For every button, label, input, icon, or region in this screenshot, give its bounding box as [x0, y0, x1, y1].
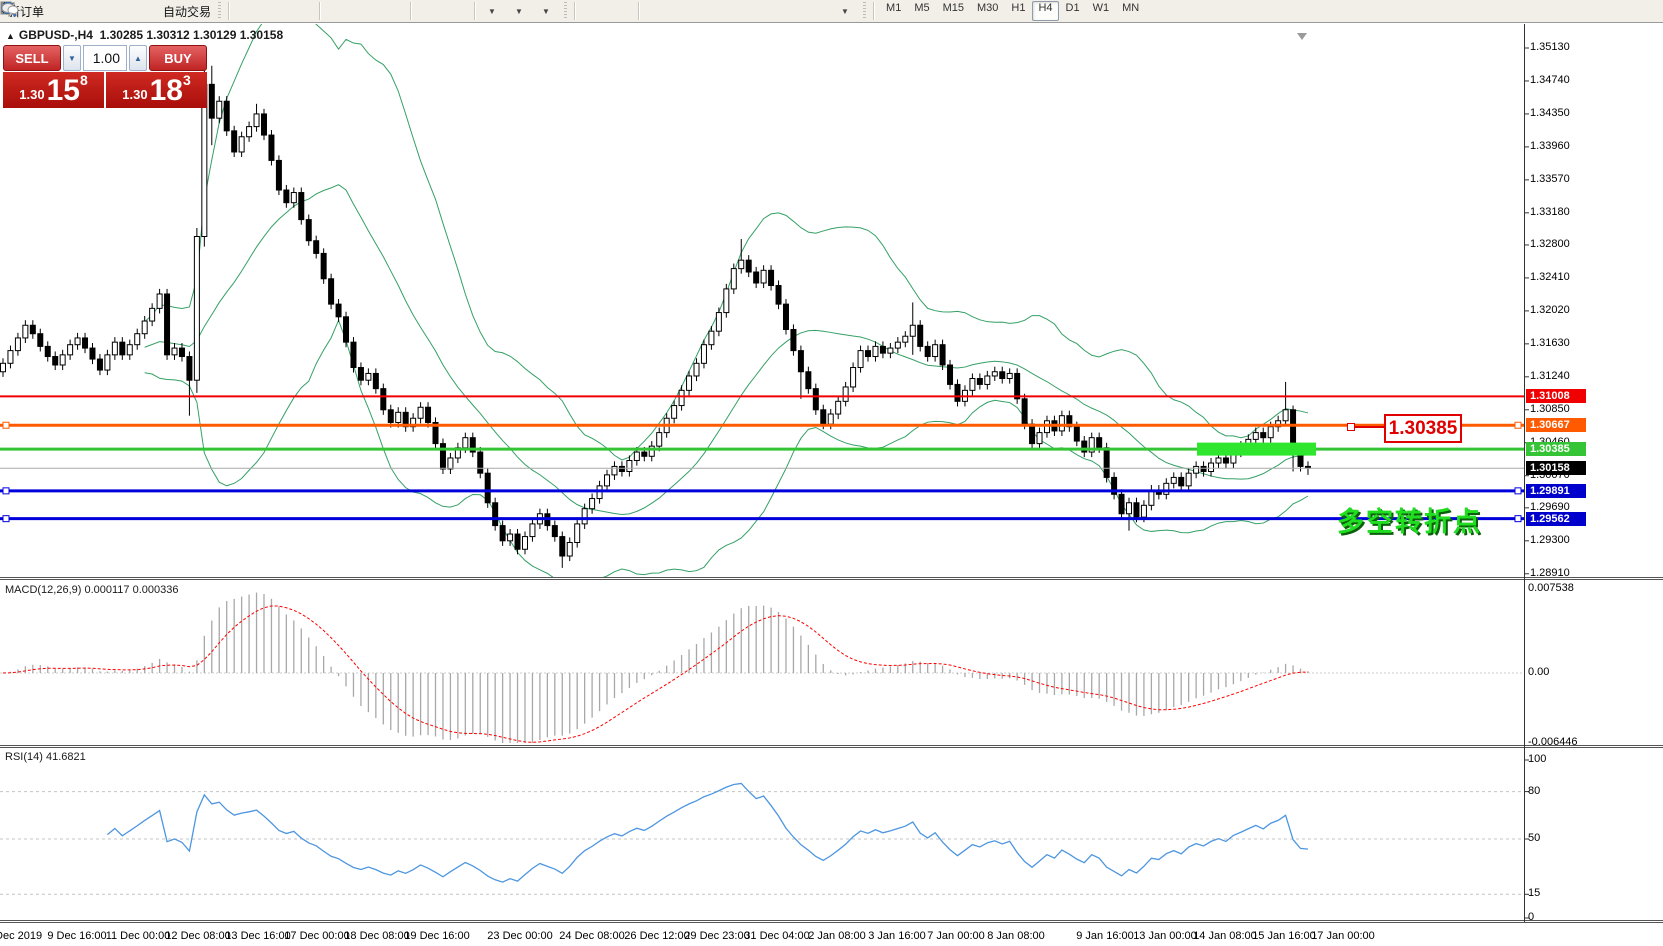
price-axis-badge: 1.30667 [1526, 418, 1586, 433]
rsi-axis-label: 15 [1528, 887, 1541, 900]
time-axis-label: 8 Jan 08:00 [987, 930, 1045, 942]
time-axis-label: 29 Dec 23:00 [684, 930, 750, 942]
time-axis-label: 23 Dec 00:00 [487, 930, 553, 942]
price-axis-tick: 1.33180 [1530, 205, 1570, 218]
sell-price-prefix: 1.30 [19, 87, 45, 102]
time-axis-label: 11 Dec 00:00 [105, 930, 171, 942]
price-axis-tick: 1.34740 [1530, 73, 1570, 86]
chevron-down-icon: ▼ [542, 6, 550, 16]
price-callout-label[interactable]: 1.30385 [1384, 414, 1462, 443]
buy-button[interactable]: BUY [149, 45, 207, 71]
time-axis-label: 13 Dec 16:00 [225, 930, 291, 942]
chart-shift-marker-icon[interactable] [1297, 33, 1307, 40]
price-axis-tick: 1.31240 [1530, 369, 1570, 382]
timeframe-m15-button[interactable]: M15 [942, 2, 964, 14]
collapse-panel-icon[interactable]: ▲ [6, 31, 15, 41]
price-axis-badge: 1.29562 [1526, 511, 1586, 526]
toolbar: 新订单 自动交易 ▼ ▼ ▼ E F A T ▼ [0, 0, 1663, 23]
sell-price[interactable]: 1.30 15 8 [3, 72, 104, 108]
time-axis-label: 31 Dec 04:00 [744, 930, 810, 942]
price-axis-tick: 1.33960 [1530, 139, 1570, 152]
time-axis-label: 13 Jan 00:00 [1133, 930, 1197, 942]
time-axis-label: 26 Dec 12:00 [624, 930, 690, 942]
volume-input[interactable]: 1.00 [83, 45, 127, 71]
buy-price-sup: 3 [182, 72, 191, 88]
chevron-down-icon: ▼ [841, 6, 849, 16]
time-axis-label: 9 Jan 16:00 [1076, 930, 1134, 942]
rsi-axis-label: 50 [1528, 832, 1541, 844]
price-axis-tick: 1.32800 [1530, 237, 1570, 250]
timeframe-d1-button[interactable]: D1 [1065, 2, 1080, 14]
price-axis-badge: 1.30158 [1526, 461, 1586, 476]
timeframe-mn-button[interactable]: MN [1122, 2, 1140, 14]
price-axis-tick: 1.29690 [1530, 500, 1570, 513]
time-axis-label: 6 Dec 2019 [0, 930, 43, 942]
bull-bear-turning-point-annotation[interactable]: 多空转折点 [1337, 507, 1482, 537]
time-axis-label: 7 Jan 00:00 [927, 930, 985, 942]
price-axis-badge: 1.30385 [1526, 442, 1586, 457]
time-axis-label: 18 Dec 08:00 [344, 930, 410, 942]
chart-title: ▲ GBPUSD-,H4 1.30285 1.30312 1.30129 1.30… [6, 28, 283, 42]
macd-label: MACD(12,26,9) 0.000117 0.000336 [5, 584, 179, 596]
volume-increase-button[interactable]: ▲ [129, 45, 147, 71]
autotrading-label: 自动交易 [163, 4, 212, 19]
time-axis-label: 3 Jan 16:00 [868, 930, 926, 942]
buy-price-prefix: 1.30 [122, 87, 148, 102]
symbol-timeframe: GBPUSD-,H4 [18, 28, 93, 42]
macd-axis-label: 0.00 [1528, 666, 1550, 678]
price-axis-badge: 1.31008 [1526, 389, 1586, 404]
price-axis-tick: 1.34350 [1530, 106, 1570, 119]
callout-anchor-handle[interactable] [1347, 423, 1355, 431]
time-axis-label: 9 Dec 16:00 [47, 930, 107, 942]
rsi-axis-label: 0 [1528, 911, 1535, 923]
rsi-axis-label: 100 [1528, 753, 1547, 765]
volume-decrease-button[interactable]: ▼ [63, 45, 81, 71]
price-axis-tick: 1.32020 [1530, 303, 1570, 316]
sell-button[interactable]: SELL [3, 45, 61, 71]
time-axis-label: 14 Jan 08:00 [1193, 930, 1257, 942]
price-axis-tick: 1.30850 [1530, 402, 1570, 415]
one-click-trade-panel: SELL ▼ 1.00 ▲ BUY 1.30 15 8 1.30 18 3 [3, 45, 207, 108]
timeframe-m5-button[interactable]: M5 [914, 2, 930, 14]
time-axis-label: 24 Dec 08:00 [559, 930, 625, 942]
chevron-down-icon: ▼ [515, 6, 523, 16]
time-axis-label: 15 Jan 16:00 [1252, 930, 1316, 942]
timeframe-m30-button[interactable]: M30 [977, 2, 999, 14]
time-axis-label: 17 Jan 00:00 [1311, 930, 1375, 942]
rsi-label: RSI(14) 41.6821 [5, 751, 86, 763]
time-axis-label: 19 Dec 16:00 [404, 930, 470, 942]
sell-price-big: 15 [46, 74, 80, 107]
time-axis-label: 17 Dec 00:00 [284, 930, 350, 942]
price-axis-tick: 1.31630 [1530, 336, 1570, 349]
sell-price-sup: 8 [79, 72, 88, 88]
chevron-down-icon: ▼ [488, 6, 496, 16]
time-axis-label: 2 Jan 08:00 [808, 930, 866, 942]
macd-axis-label: -0.006446 [1528, 736, 1578, 748]
chat-button[interactable] [1, 1, 1657, 22]
timeframe-h1-button[interactable]: H1 [1011, 2, 1026, 14]
time-axis-label: 12 Dec 08:00 [165, 930, 231, 942]
timeframe-buttons: M1 M5 M15 M30 H1 H4 D1 W1 MN [880, 1, 1145, 21]
price-axis-tick: 1.28910 [1530, 566, 1570, 579]
price-axis-tick: 1.35130 [1530, 41, 1570, 53]
price-axis-tick: 1.33570 [1530, 172, 1570, 185]
macd-axis-label: 0.007538 [1528, 582, 1574, 594]
price-axis-tick: 1.32410 [1530, 270, 1570, 283]
timeframe-w1-button[interactable]: W1 [1092, 2, 1110, 14]
buy-price-big: 18 [149, 74, 183, 107]
rsi-axis-label: 80 [1528, 784, 1541, 797]
price-axis-tick: 1.29300 [1530, 533, 1570, 546]
callout-leader-line [1352, 426, 1384, 428]
price-axis-badge: 1.29891 [1526, 483, 1586, 498]
timeframe-m1-button[interactable]: M1 [886, 2, 902, 14]
timeframe-h4-button[interactable]: H4 [1032, 1, 1059, 21]
ohlc-values: 1.30285 1.30312 1.30129 1.30158 [99, 28, 284, 42]
buy-price[interactable]: 1.30 18 3 [106, 72, 207, 108]
